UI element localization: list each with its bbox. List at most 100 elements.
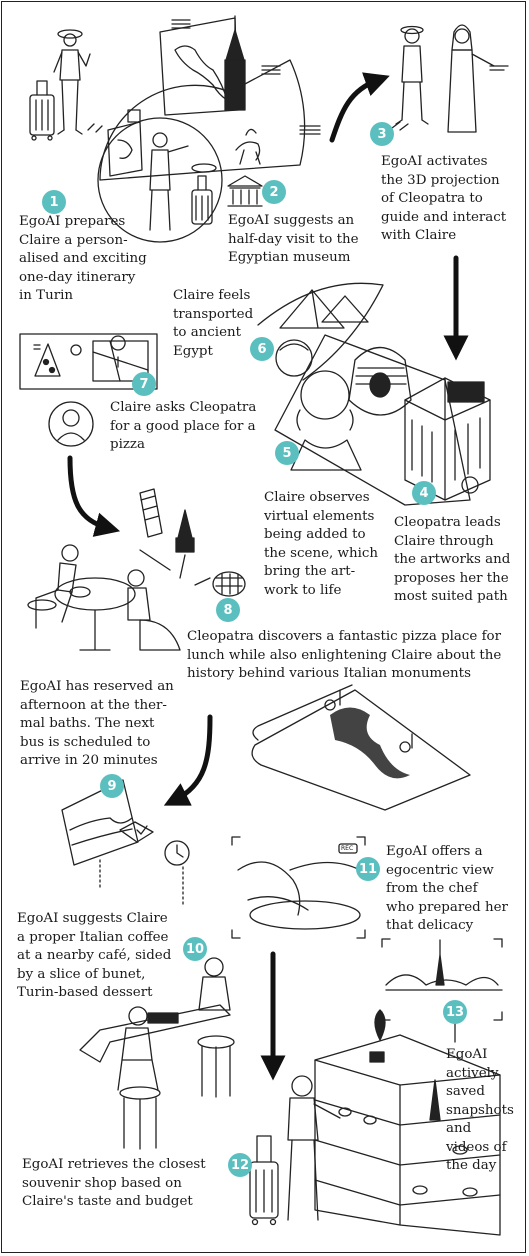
- caption-line: saved: [446, 1084, 485, 1099]
- caption-line: the day: [446, 1158, 497, 1173]
- caption-line: who prepared her: [386, 899, 508, 915]
- caption-line: EgoAI suggests an: [228, 213, 355, 228]
- caption-line: for a good place for a: [110, 418, 256, 434]
- mole-antonelliana-icon: [175, 509, 195, 553]
- step-badge-7: 7: [132, 372, 156, 396]
- caption-line: the artworks and: [394, 552, 511, 567]
- museum-exhibit-building: [404, 377, 491, 501]
- caption-line: virtual elements: [264, 508, 375, 524]
- caption-line: EgoAI has reserved an: [20, 679, 174, 694]
- caption-line: Egyptian museum: [228, 250, 351, 265]
- caption-step-5: Claire observes virtual elements being a…: [264, 489, 378, 600]
- caption-step-12: EgoAI retrieves the closest souvenir sho…: [22, 1156, 206, 1212]
- caption-line: being added to: [264, 527, 366, 542]
- scene-thermal-baths: [61, 779, 190, 908]
- caption-line: Claire's taste and budget: [22, 1194, 193, 1209]
- scene-cleopatra-projection: [391, 24, 509, 133]
- scene-chef-egocentric-view: [231, 836, 366, 939]
- caption-line: work to life: [264, 582, 342, 598]
- caption-line: to ancient: [173, 325, 242, 340]
- bath-photo-card: [61, 779, 139, 866]
- caption-line: arrive in 20 minutes: [20, 753, 158, 768]
- caption-line: the scene, which: [264, 545, 379, 561]
- caption-line: mal baths. The next: [20, 716, 155, 731]
- pharaoh-mask-icon: [348, 346, 412, 416]
- caption-line: of Cleopatra to: [381, 191, 483, 206]
- caption-line: transported: [173, 306, 254, 322]
- caption-step-7: Claire asks Cleopatra for a good place f…: [110, 399, 256, 455]
- cafe-counter: [79, 1004, 231, 1063]
- caption-line: from the chef: [386, 881, 478, 896]
- caption-line: pizza: [110, 437, 145, 452]
- caption-step-1: EgoAI prepares Claire a person- alised a…: [19, 213, 147, 306]
- clock-icon: [164, 840, 190, 866]
- caption-step-6: Claire feels transported to ancient Egyp…: [173, 287, 253, 361]
- caption-line: actively: [446, 1065, 499, 1081]
- caption-line: bus is scheduled to: [20, 734, 151, 750]
- caption-line: videos of: [446, 1139, 507, 1155]
- rec-label: REC: [341, 845, 354, 852]
- caption-line: a proper Italian coffee: [17, 929, 169, 945]
- scene-itinerary: [29, 15, 321, 243]
- desert-panel: [257, 282, 384, 381]
- scene-pizza-lunch: [27, 488, 246, 651]
- ground-hatch: [87, 123, 103, 133]
- caption-step-9: EgoAI has reserved an afternoon at the t…: [20, 678, 174, 771]
- step-badge-9: 9: [100, 774, 124, 798]
- caption-line: EgoAI suggests Claire: [17, 911, 168, 926]
- caption-line: EgoAI: [446, 1047, 488, 1062]
- scene-ancient-egypt: [257, 282, 491, 506]
- step-badge-11: 11: [356, 857, 380, 881]
- caption-line: in Turin: [19, 288, 74, 303]
- step-badge-5: 5: [275, 441, 299, 465]
- rolling-suitcase-icon: [191, 163, 217, 225]
- step-badge-13: 13: [443, 1000, 467, 1024]
- caption-line: Egypt: [173, 343, 213, 359]
- caption-line: with Claire: [381, 228, 457, 243]
- egyptian-figure-head: [275, 339, 313, 377]
- ar-frame: [274, 334, 471, 506]
- claire-phone-avatar: [48, 401, 94, 447]
- scene-cafe: [79, 957, 235, 1150]
- caption-line: Claire through: [394, 533, 494, 549]
- caption-step-11: EgoAI offers a egocentric view from the …: [386, 843, 508, 936]
- claire-shopping-figure: [287, 1075, 341, 1221]
- caption-line: Claire asks Cleopatra: [110, 400, 257, 415]
- caption-line: Claire observes: [264, 490, 370, 505]
- caption-step-13: EgoAI actively saved snapshots and video…: [446, 1046, 514, 1176]
- ar-rays: [139, 549, 211, 586]
- caption-step-3: EgoAI activates the 3D projection of Cle…: [381, 153, 506, 246]
- step-badge-2: 2: [262, 180, 286, 204]
- caption-line: half-day visit to the: [228, 231, 359, 247]
- claire-face-closeup: [290, 370, 362, 471]
- caption-line: Claire a person-: [19, 232, 128, 248]
- flow-arrow-1: [329, 72, 390, 143]
- suitcase-icon: [249, 1135, 279, 1226]
- itinerary-wheel: [97, 59, 321, 243]
- step-badge-8: 8: [216, 598, 240, 622]
- caption-line: proposes her the: [394, 570, 509, 586]
- ground-hatch: [391, 121, 409, 131]
- scene-italy-scroll-map: [251, 684, 471, 811]
- caption-line: EgoAI prepares: [19, 214, 126, 229]
- caption-line: by a slice of bunet,: [17, 966, 146, 982]
- flow-arrow-4: [163, 714, 213, 806]
- cleopatra-cafe-figure: [197, 957, 235, 1098]
- suitcase-icon: [29, 80, 55, 141]
- caption-line: EgoAI offers a: [386, 844, 483, 859]
- caption-line: souvenir shop based on: [22, 1175, 182, 1191]
- pyramid-icon: [279, 289, 369, 329]
- cleopatra-hologram-figure: [447, 24, 509, 133]
- caption-line: Claire feels: [173, 288, 251, 303]
- pizza-icon: [33, 343, 82, 377]
- caption-line: alised and exciting: [19, 251, 147, 266]
- caption-line: snapshots: [446, 1102, 514, 1118]
- caption-line: history behind various Italian monuments: [187, 666, 471, 681]
- shelf-icon: [314, 1009, 501, 1236]
- mole-antonelliana-icon: [224, 15, 281, 111]
- caption-line: bring the art-: [264, 564, 356, 579]
- caption-line: one-day itinerary: [19, 269, 136, 285]
- step-badge-10: 10: [183, 937, 207, 961]
